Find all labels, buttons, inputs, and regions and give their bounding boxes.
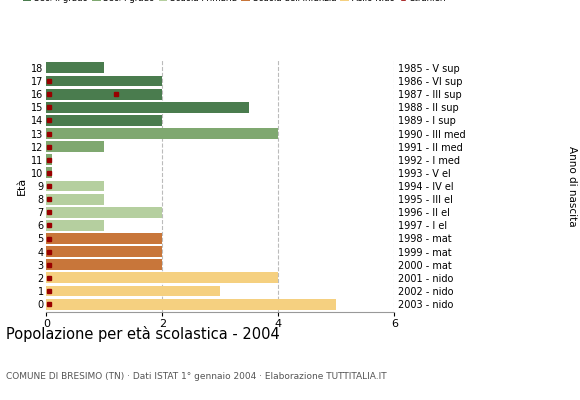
Bar bbox=[46, 89, 162, 100]
Text: COMUNE DI BRESIMO (TN) · Dati ISTAT 1° gennaio 2004 · Elaborazione TUTTITALIA.IT: COMUNE DI BRESIMO (TN) · Dati ISTAT 1° g… bbox=[6, 372, 386, 381]
Bar bbox=[46, 299, 336, 310]
Bar bbox=[46, 168, 52, 178]
Bar bbox=[46, 141, 104, 152]
Bar bbox=[46, 259, 162, 270]
Bar bbox=[46, 102, 249, 113]
Bar bbox=[46, 181, 104, 191]
Y-axis label: Età: Età bbox=[17, 177, 27, 195]
Legend: Sec. II grado, Sec. I grado, Scuola Primaria, Scuola dell'Infanzia, Asilo Nido, : Sec. II grado, Sec. I grado, Scuola Prim… bbox=[23, 0, 447, 3]
Bar bbox=[46, 272, 278, 283]
Text: Popolazione per età scolastica - 2004: Popolazione per età scolastica - 2004 bbox=[6, 326, 280, 342]
Bar bbox=[46, 220, 104, 231]
Bar bbox=[46, 207, 162, 218]
Bar bbox=[46, 115, 162, 126]
Bar bbox=[46, 154, 52, 165]
Text: Anno di nascita: Anno di nascita bbox=[567, 146, 577, 226]
Bar bbox=[46, 246, 162, 257]
Bar bbox=[46, 76, 162, 86]
Bar bbox=[46, 62, 104, 73]
Bar bbox=[46, 286, 220, 296]
Bar bbox=[46, 128, 278, 139]
Bar bbox=[46, 233, 162, 244]
Bar bbox=[46, 194, 104, 204]
